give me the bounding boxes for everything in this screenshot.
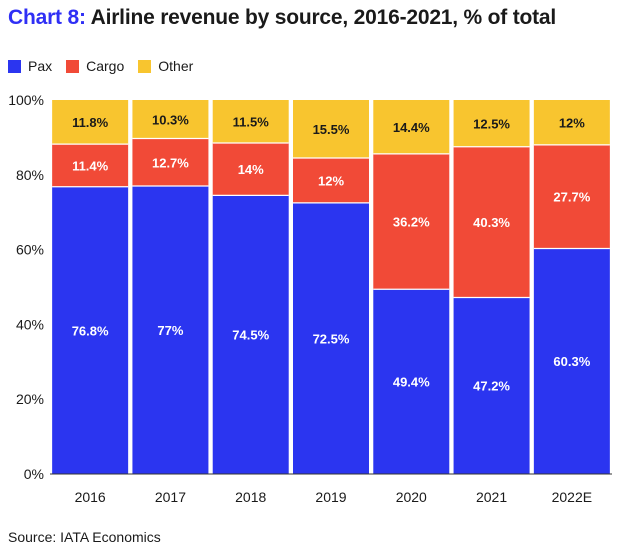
legend-swatch-pax <box>8 59 21 73</box>
data-label-pax: 72.5% <box>313 331 350 346</box>
y-tick-label: 80% <box>16 167 44 183</box>
data-label-pax: 49.4% <box>393 375 430 390</box>
legend-label-cargo: Cargo <box>86 58 125 74</box>
chart-title-prefix: Chart 8: <box>8 6 86 29</box>
y-tick-label: 0% <box>24 466 44 482</box>
data-label-other: 14.4% <box>393 120 430 135</box>
x-tick-label: 2020 <box>396 489 427 505</box>
legend-label-other: Other <box>158 58 194 74</box>
bar-segment-pax <box>52 186 129 474</box>
data-label-other: 12% <box>559 115 585 130</box>
data-label-cargo: 27.7% <box>553 190 590 205</box>
bar-segment-other <box>293 100 369 158</box>
bar-segment-other <box>373 100 450 154</box>
data-label-other: 10.3% <box>152 112 189 127</box>
bar-segment-pax <box>453 297 530 474</box>
y-tick-label: 20% <box>16 391 44 407</box>
data-label-pax: 60.3% <box>553 354 590 369</box>
y-tick-label: 40% <box>16 316 44 332</box>
bar-segment-cargo <box>293 157 369 203</box>
chart-title-text: Airline revenue by source, 2016-2021, % … <box>90 6 557 29</box>
legend-item-other: Other <box>138 58 193 74</box>
data-label-other: 15.5% <box>313 122 350 137</box>
bar-segment-cargo <box>52 144 129 187</box>
bar-segment-cargo <box>132 138 209 187</box>
data-label-pax: 77% <box>157 323 183 338</box>
x-tick-label: 2017 <box>155 489 186 505</box>
data-label-other: 12.5% <box>473 116 510 131</box>
data-label-pax: 74.5% <box>232 328 269 343</box>
legend-item-cargo: Cargo <box>66 58 124 74</box>
data-label-other: 11.8% <box>72 115 109 130</box>
x-tick-label: 2016 <box>75 489 106 505</box>
legend: Pax Cargo Other <box>8 58 207 74</box>
data-label-pax: 47.2% <box>473 379 510 394</box>
x-tick-label: 2018 <box>235 489 266 505</box>
bar-segment-cargo <box>453 146 530 298</box>
data-label-cargo: 12% <box>318 173 344 188</box>
bar-segment-other <box>533 100 610 145</box>
x-tick-label: 2019 <box>315 489 346 505</box>
data-label-cargo: 14% <box>238 162 264 177</box>
x-tick-label: 2021 <box>476 489 507 505</box>
stacked-bar-chart: 0% 20% 40% 60% 80% 100% 76.8% 11.4% 11.8% 2016 77%… <box>8 92 612 505</box>
data-label-cargo: 40.3% <box>473 215 510 230</box>
chart-title: Chart 8: Airline revenue by source, 2016… <box>8 6 556 30</box>
data-label-cargo: 11.4% <box>72 158 109 173</box>
legend-item-pax: Pax <box>8 58 52 74</box>
bar-segment-pax <box>132 186 209 474</box>
source-note: Source: IATA Economics <box>8 529 161 545</box>
legend-label-pax: Pax <box>28 58 53 74</box>
bar-segment-pax <box>533 248 610 474</box>
data-label-pax: 76.8% <box>72 323 109 338</box>
data-label-cargo: 12.7% <box>152 155 189 170</box>
y-tick-label: 60% <box>16 242 44 258</box>
bar-segment-cargo <box>373 153 450 290</box>
bar-segment-other <box>453 100 530 147</box>
data-label-other: 11.5% <box>233 115 270 130</box>
y-tick-label: 100% <box>8 92 44 108</box>
legend-swatch-other <box>138 59 152 73</box>
bar-segment-cargo <box>212 143 289 196</box>
legend-swatch-cargo <box>66 59 80 73</box>
data-label-cargo: 36.2% <box>393 215 430 230</box>
bar-segment-pax <box>373 289 450 474</box>
bar-segment-other <box>212 100 289 144</box>
bar-segment-other <box>132 100 209 139</box>
bar-segment-cargo <box>533 144 610 249</box>
bar-segment-pax <box>212 195 289 474</box>
x-tick-label: 2022E <box>552 489 592 505</box>
bar-segment-pax <box>293 202 369 474</box>
bar-segment-other <box>52 100 129 145</box>
